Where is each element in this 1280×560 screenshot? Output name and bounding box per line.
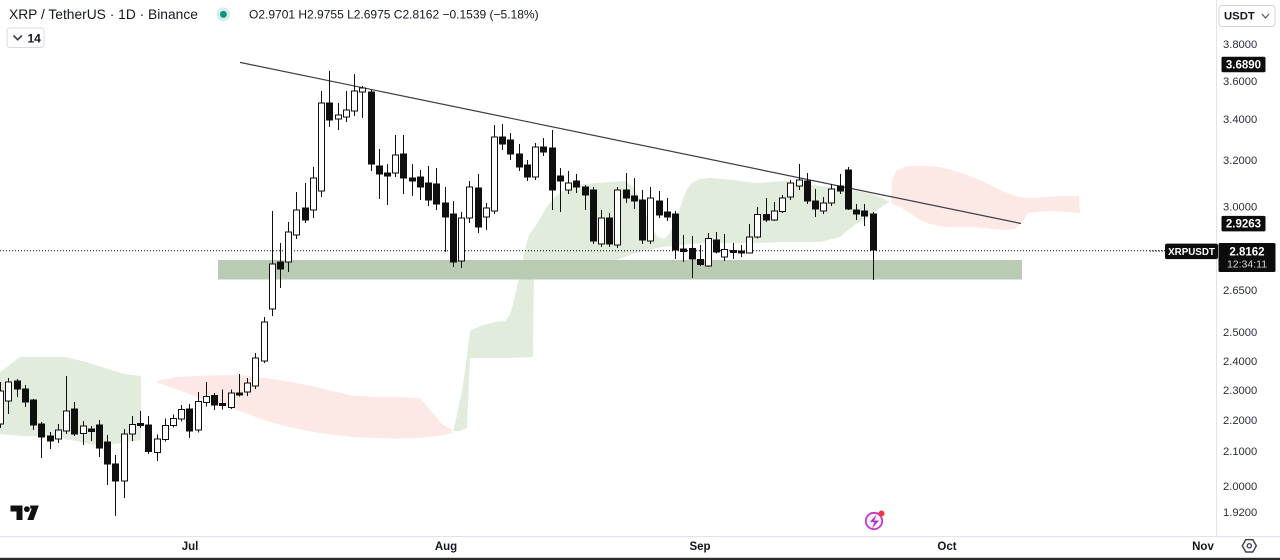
svg-text:3.0000: 3.0000: [1223, 202, 1257, 214]
svg-text:USDT: USDT: [1224, 11, 1255, 23]
svg-text:Nov: Nov: [1192, 541, 1214, 553]
svg-text:2.2000: 2.2000: [1223, 415, 1257, 427]
svg-text:2.9263: 2.9263: [1226, 219, 1261, 231]
svg-text:2.0000: 2.0000: [1223, 481, 1257, 493]
svg-text:14: 14: [28, 32, 42, 46]
svg-text:12:34:11: 12:34:11: [1227, 259, 1267, 271]
svg-text:Jul: Jul: [182, 541, 199, 553]
svg-text:3.6000: 3.6000: [1223, 76, 1257, 88]
svg-text:Sep: Sep: [689, 541, 710, 553]
svg-text:3.6890: 3.6890: [1226, 59, 1261, 71]
svg-text:2.6500: 2.6500: [1223, 285, 1257, 297]
svg-text:3.2000: 3.2000: [1223, 155, 1257, 167]
svg-text:2.1000: 2.1000: [1223, 446, 1257, 458]
svg-text:2.4000: 2.4000: [1223, 356, 1257, 368]
svg-text:2.3000: 2.3000: [1223, 385, 1257, 397]
svg-text:Oct: Oct: [937, 541, 956, 553]
svg-text:XRP / TetherUS · 1D · Binance: XRP / TetherUS · 1D · Binance: [9, 7, 198, 22]
svg-text:2.8162: 2.8162: [1229, 247, 1264, 259]
svg-text:3.4000: 3.4000: [1223, 114, 1257, 126]
svg-text:XRPUSDT: XRPUSDT: [1168, 247, 1215, 258]
svg-text:3.8000: 3.8000: [1223, 39, 1257, 51]
svg-text:1.9200: 1.9200: [1223, 507, 1257, 519]
svg-text:O2.9701 H2.9755 L2.6975 C2.816: O2.9701 H2.9755 L2.6975 C2.8162 −0.1539 …: [249, 8, 539, 22]
svg-text:2.5000: 2.5000: [1223, 327, 1257, 339]
svg-text:Aug: Aug: [435, 541, 457, 553]
